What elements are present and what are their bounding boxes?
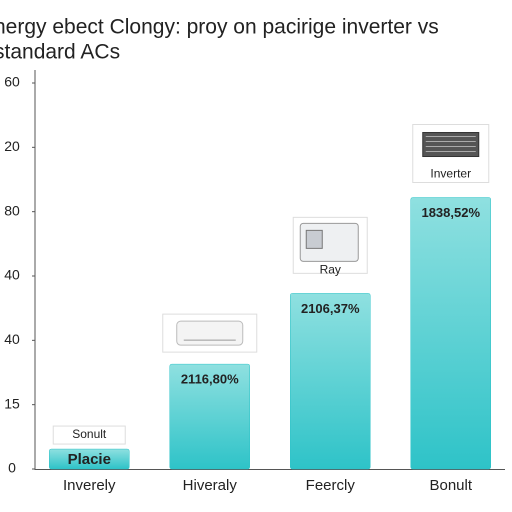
- bar-label: 1838,52%: [421, 205, 480, 220]
- bar: [169, 363, 250, 470]
- y-tick-label: 40: [4, 267, 20, 283]
- y-tick-label: 20: [4, 138, 20, 154]
- y-tick-label: 80: [4, 202, 20, 218]
- bar: [49, 448, 130, 470]
- y-tick-label: 60: [4, 74, 20, 90]
- y-tick-label: 40: [4, 331, 20, 347]
- chart-title: nergy ebect Clongy: proy on pacirige inv…: [0, 16, 439, 39]
- x-tick-label: Feercly: [306, 477, 356, 494]
- callout-box: [52, 425, 126, 445]
- callout-label: Ray: [320, 263, 341, 277]
- bar: [290, 293, 371, 470]
- bar-label: 2106,37%: [301, 301, 360, 316]
- chart-title: standard ACs: [0, 41, 120, 64]
- x-tick-label: Inverely: [63, 477, 116, 494]
- ac-window: [305, 229, 323, 249]
- bar-label: 2116,80%: [181, 372, 239, 387]
- y-tick-label: 15: [4, 395, 20, 411]
- callout-label: Sonult: [72, 427, 107, 441]
- callout-label: Inverter: [430, 167, 471, 181]
- x-tick-label: Bonult: [429, 477, 472, 494]
- bar-label: Placie: [68, 451, 111, 468]
- y-tick-label: 0: [8, 460, 16, 476]
- bar: [410, 197, 491, 470]
- ac-unit-icon: [176, 320, 244, 346]
- x-tick-label: Hiveraly: [183, 477, 238, 494]
